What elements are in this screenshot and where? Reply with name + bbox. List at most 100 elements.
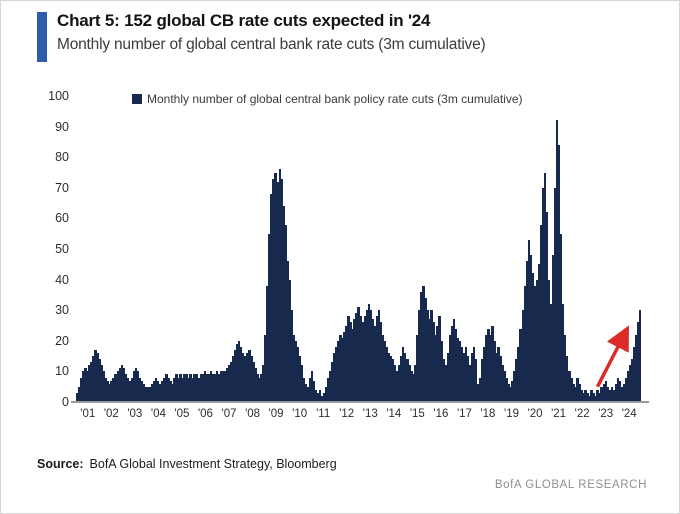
bar [169,380,172,402]
x-axis-tick-label: '13 [362,408,378,420]
legend-label: Monthly number of global central bank po… [147,92,523,106]
bar [148,386,152,402]
bar [207,374,211,402]
x-axis-tick-label: '08 [245,408,261,420]
bar [452,319,456,402]
bar [221,371,225,402]
bar [276,181,279,402]
bar [189,374,192,402]
bar [395,371,399,402]
bar [150,383,154,402]
bar [116,371,119,402]
bar [404,353,407,402]
bar [377,310,381,402]
bar [270,193,273,402]
bar [345,325,348,402]
bar [602,383,605,402]
bar [146,386,150,402]
bar [357,307,360,402]
bar [316,392,320,402]
bar [258,377,261,402]
bar [503,371,506,402]
title-accent-bar [37,12,47,62]
y-axis-tick-label: 20 [55,333,69,348]
bar [527,239,531,402]
bar [333,353,336,402]
bar [442,359,445,402]
x-axis-tick-label: '03 [127,408,143,420]
bar [82,371,85,402]
bar [428,319,431,402]
bar [157,380,160,402]
bar [288,279,292,402]
bar [240,346,243,402]
bar [610,386,614,402]
y-axis-tick-label: 90 [55,119,69,134]
bar [497,346,500,402]
x-axis-tick-label: '06 [197,408,213,420]
x-axis-tick-label: '12 [339,408,355,420]
bar [485,334,488,402]
bar [446,353,449,402]
bar [481,359,484,402]
bar [310,371,314,402]
bar [408,365,411,402]
bar [231,356,235,402]
bar [80,377,83,402]
bar [580,389,583,402]
bar [106,380,109,402]
bar [400,356,403,402]
bar [329,371,332,402]
bar [335,346,338,402]
bar [327,377,330,402]
bar [381,334,385,402]
bar [98,359,101,402]
bar [341,337,344,402]
bar [391,359,395,402]
bar [422,285,425,402]
bar [152,380,156,402]
bar [154,377,158,402]
bar [355,313,358,402]
bar [256,374,259,402]
bar [614,383,618,402]
bar [211,374,215,402]
bar [397,365,401,402]
bar [379,322,383,402]
bar [562,304,565,402]
bar [523,285,526,402]
bar [634,334,638,402]
bar [246,353,249,402]
bar [606,386,609,402]
bar [197,377,200,402]
bar [217,374,221,402]
bar [628,365,632,402]
bar [588,395,591,402]
bar [406,359,409,402]
bar [555,120,559,402]
bar [476,383,480,402]
bar [187,377,190,402]
bar [185,374,188,402]
bar [112,377,115,402]
bar [284,224,287,402]
bar [462,353,466,402]
bar [90,362,93,402]
bar [213,374,217,402]
bar [223,371,227,402]
bar [470,353,474,402]
bar [564,334,567,402]
bar [199,374,202,402]
y-axis-tick-label: 80 [55,150,69,165]
bar [495,353,498,402]
bar [420,291,423,402]
bar [501,365,504,402]
bar [547,279,551,402]
bar [280,178,283,402]
bar [306,386,310,402]
bar [584,389,587,402]
bar [444,365,447,402]
bar [574,386,577,402]
bar [402,346,405,402]
bar [432,322,435,402]
